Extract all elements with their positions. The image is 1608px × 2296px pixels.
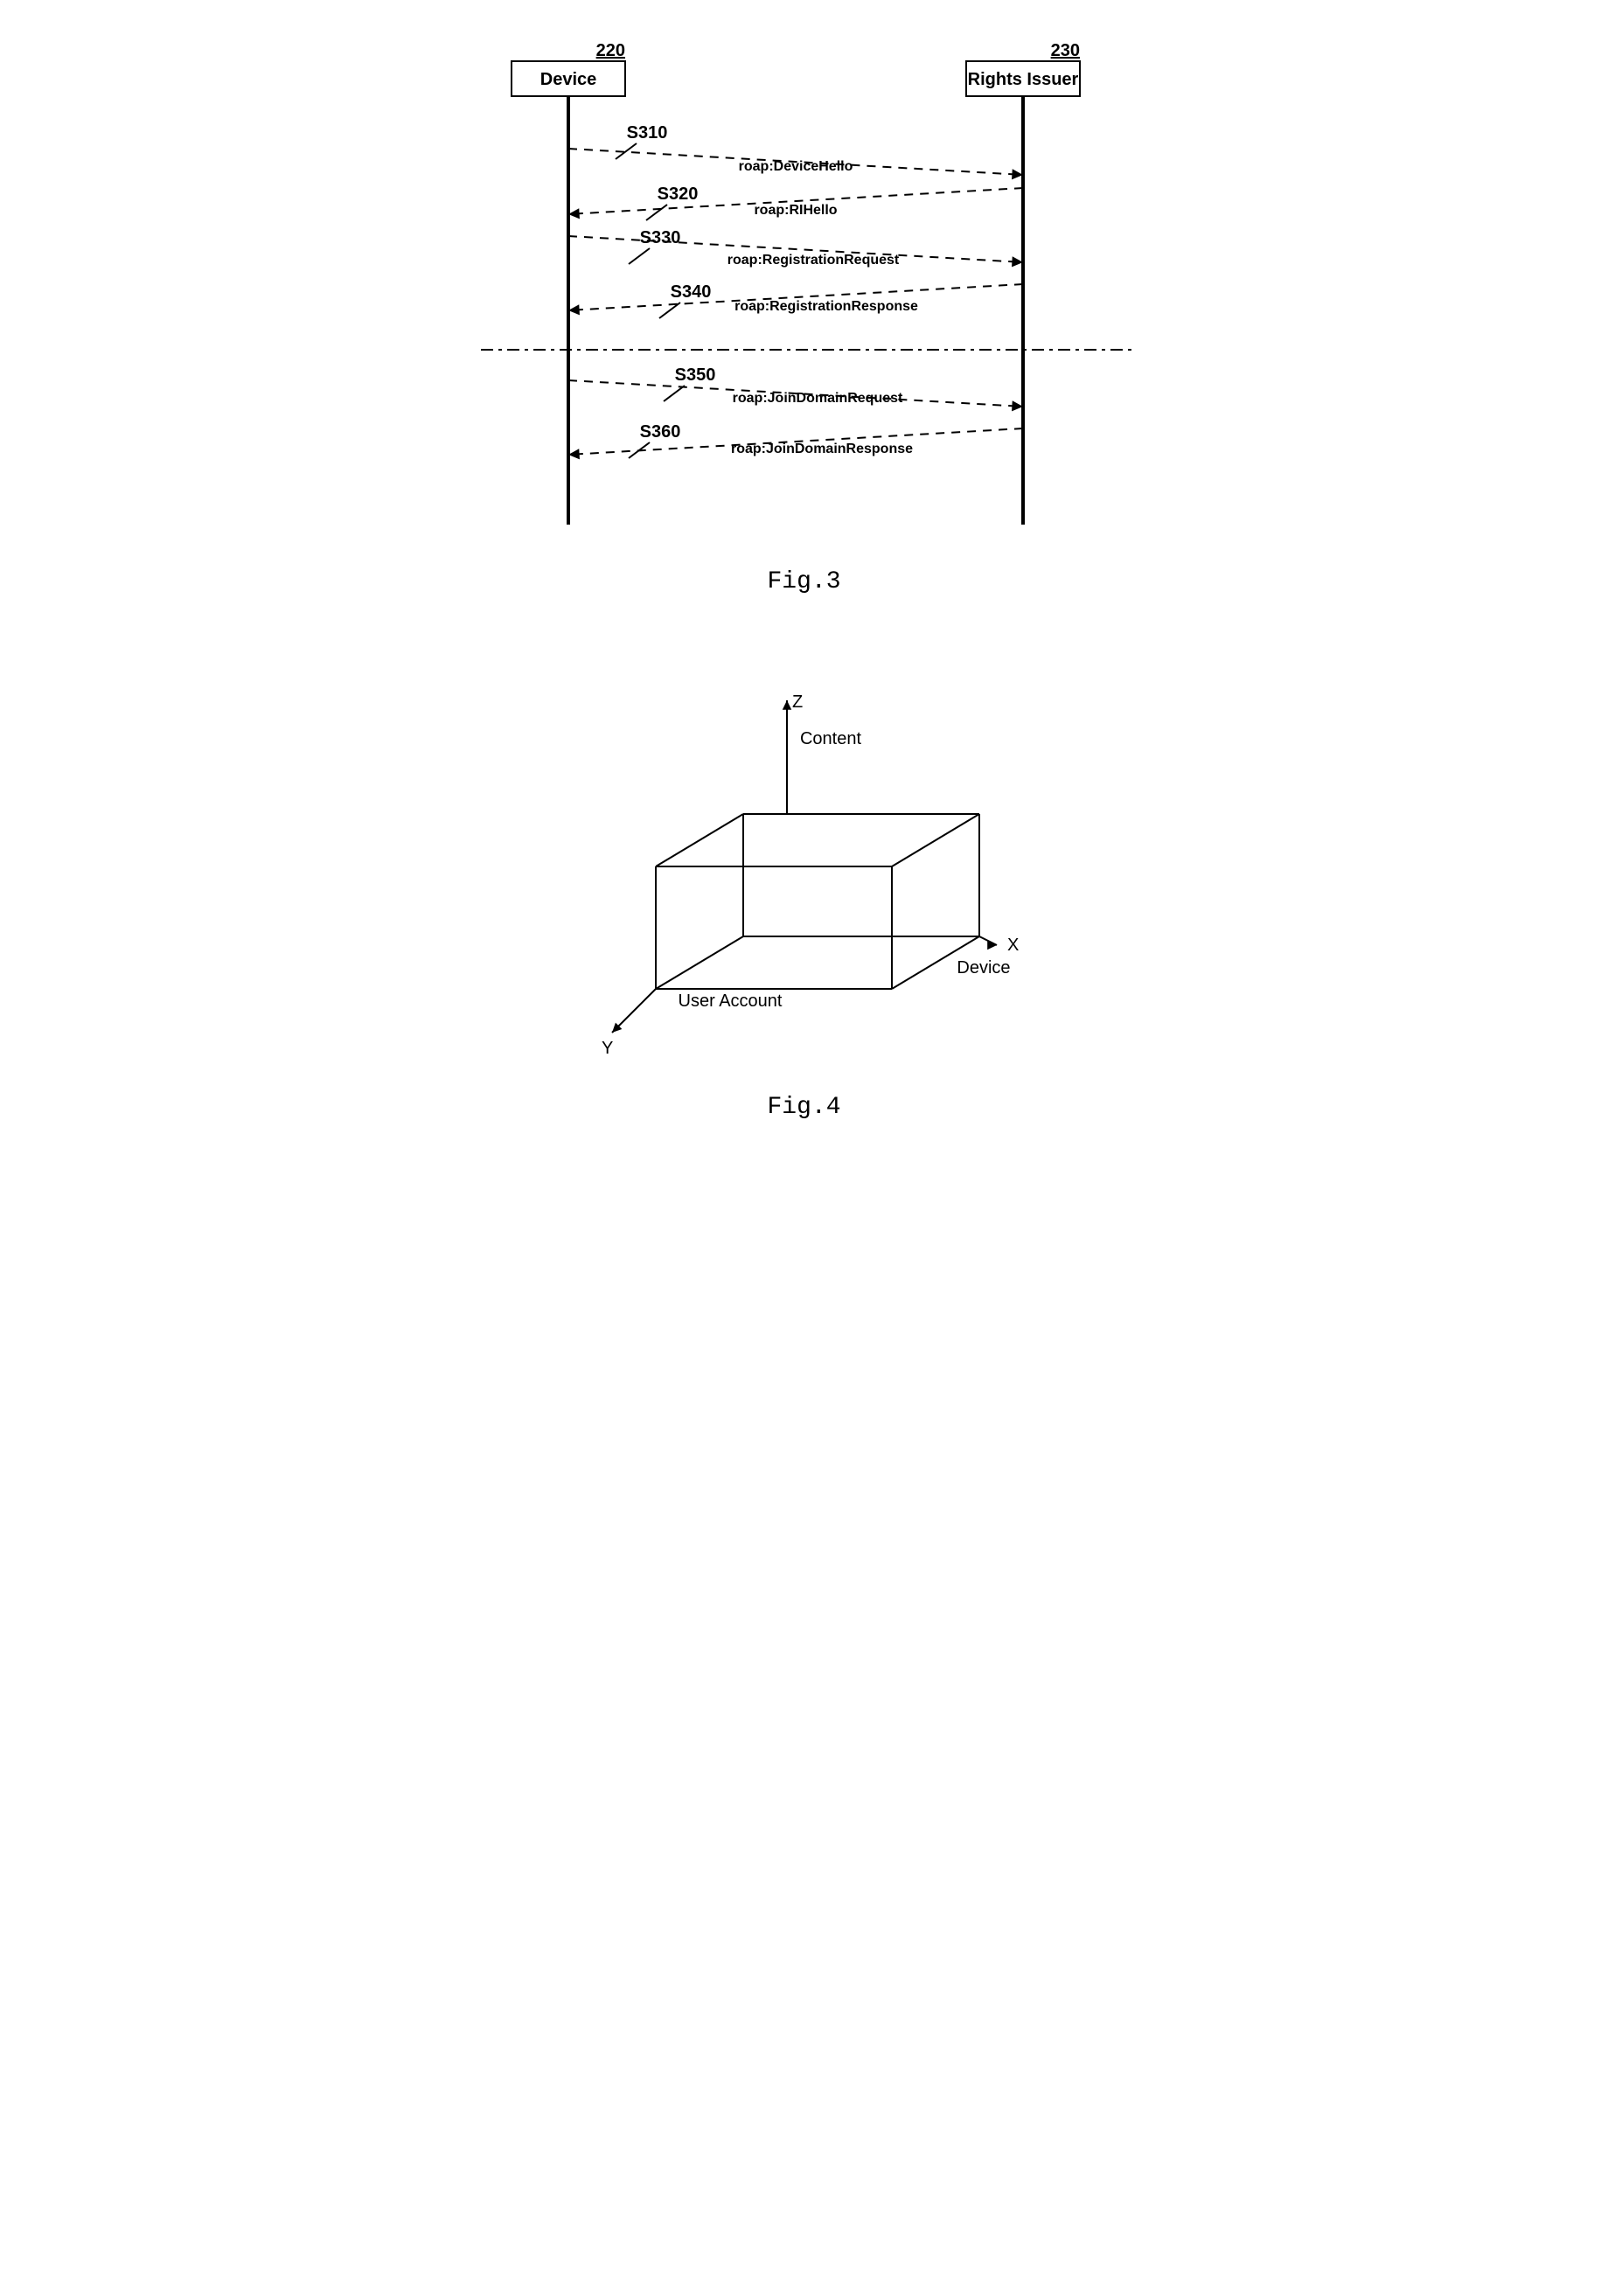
svg-text:S360: S360 [639, 422, 680, 442]
svg-text:S310: S310 [626, 123, 667, 143]
svg-text:roap:RegistrationRequest: roap:RegistrationRequest [727, 253, 899, 268]
svg-text:S340: S340 [670, 282, 711, 302]
svg-text:roap:RIHello: roap:RIHello [754, 203, 837, 218]
svg-text:User Account: User Account [678, 991, 782, 1011]
svg-text:Content: Content [799, 729, 860, 748]
svg-text:S330: S330 [639, 228, 680, 247]
svg-text:S350: S350 [674, 365, 715, 385]
figure-3: Device 220 Rights Issuer 230 S310 roap:Device… [35, 35, 1573, 595]
svg-text:Y: Y [602, 1039, 613, 1058]
svg-text:roap:DeviceHello: roap:DeviceHello [738, 159, 853, 174]
fig3-svg: Device 220 Rights Issuer 230 S310 roap:Device… [463, 35, 1145, 542]
fig4-caption: Fig.4 [35, 1094, 1573, 1121]
figure-4: X Device Y User Account Z Content Fig.4 [35, 648, 1573, 1121]
svg-text:Z: Z [792, 692, 803, 712]
svg-text:X: X [1007, 936, 1019, 955]
svg-text:230: 230 [1050, 41, 1079, 60]
svg-text:Device: Device [957, 958, 1010, 978]
svg-text:Rights Issuer: Rights Issuer [967, 70, 1078, 89]
svg-text:Device: Device [539, 70, 596, 89]
svg-text:roap:JoinDomainResponse: roap:JoinDomainResponse [730, 442, 912, 456]
svg-text:roap:JoinDomainRequest: roap:JoinDomainRequest [732, 391, 902, 406]
svg-text:220: 220 [595, 41, 624, 60]
fig3-caption: Fig.3 [35, 568, 1573, 595]
svg-text:S320: S320 [657, 184, 698, 204]
svg-text:roap:RegistrationResponse: roap:RegistrationResponse [734, 299, 918, 314]
fig4-svg: X Device Y User Account Z Content [542, 648, 1067, 1068]
